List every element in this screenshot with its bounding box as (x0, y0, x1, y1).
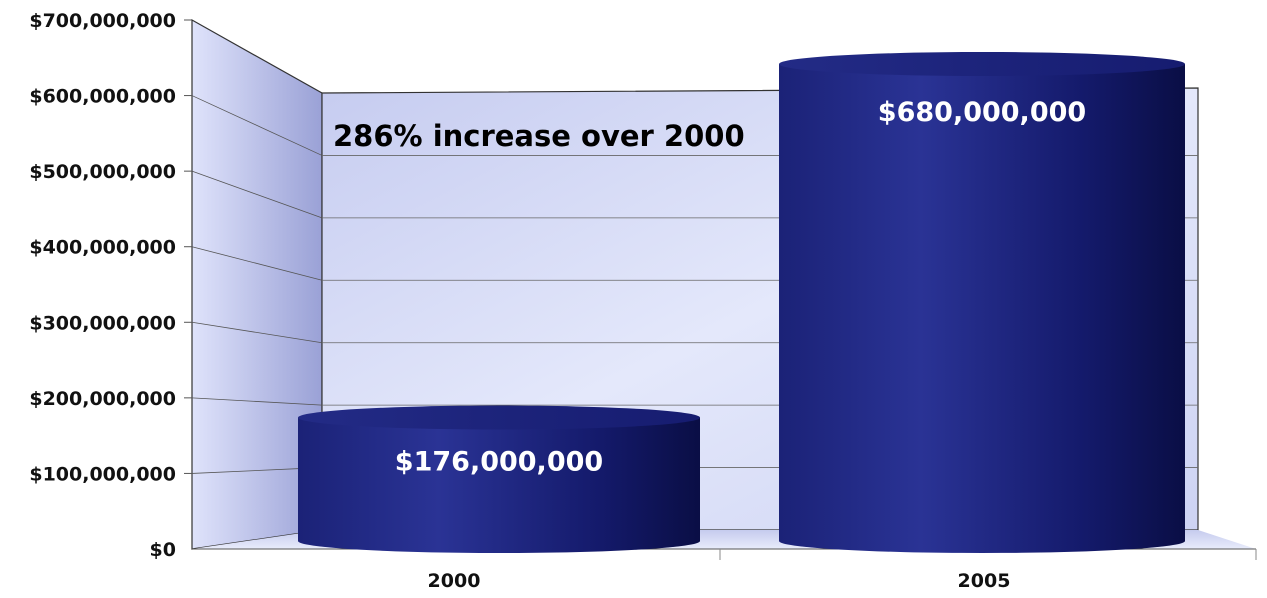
category-label: 2000 (428, 570, 481, 592)
y-tick-label: $400,000,000 (29, 237, 176, 259)
gridline-side (191, 397, 323, 406)
bar-2005: $680,000,000 (779, 52, 1185, 553)
gridline-side (191, 246, 323, 281)
y-tick-label: $500,000,000 (29, 161, 176, 183)
bars: $176,000,000 $680,000,000 (298, 52, 1185, 553)
y-axis-tick-labels: $0 $100,000,000 $200,000,000 $300,000,000 $4… (29, 10, 176, 561)
data-label: $176,000,000 (395, 447, 603, 478)
y-tick-label: $300,000,000 (29, 312, 176, 334)
bar-top (298, 405, 700, 430)
y-tick-label: $0 (150, 539, 176, 561)
bar-body (298, 417, 700, 553)
y-tick-label: $600,000,000 (29, 86, 176, 108)
x-axis-tick-labels: 2000 2005 (428, 570, 1011, 592)
y-tick-label: $100,000,000 (29, 463, 176, 485)
data-label: $680,000,000 (878, 97, 1086, 128)
increase-annotation: 286% increase over 2000 (333, 119, 745, 153)
gridline-side (191, 321, 323, 344)
y-tick-label: $200,000,000 (29, 388, 176, 410)
bar-2000: $176,000,000 (298, 405, 700, 553)
gridline-side (191, 95, 323, 156)
category-label: 2005 (958, 570, 1011, 592)
y-tick-label: $700,000,000 (29, 10, 176, 32)
bar-body (779, 64, 1185, 553)
bar-top (779, 52, 1185, 76)
gridline-side (191, 170, 323, 219)
